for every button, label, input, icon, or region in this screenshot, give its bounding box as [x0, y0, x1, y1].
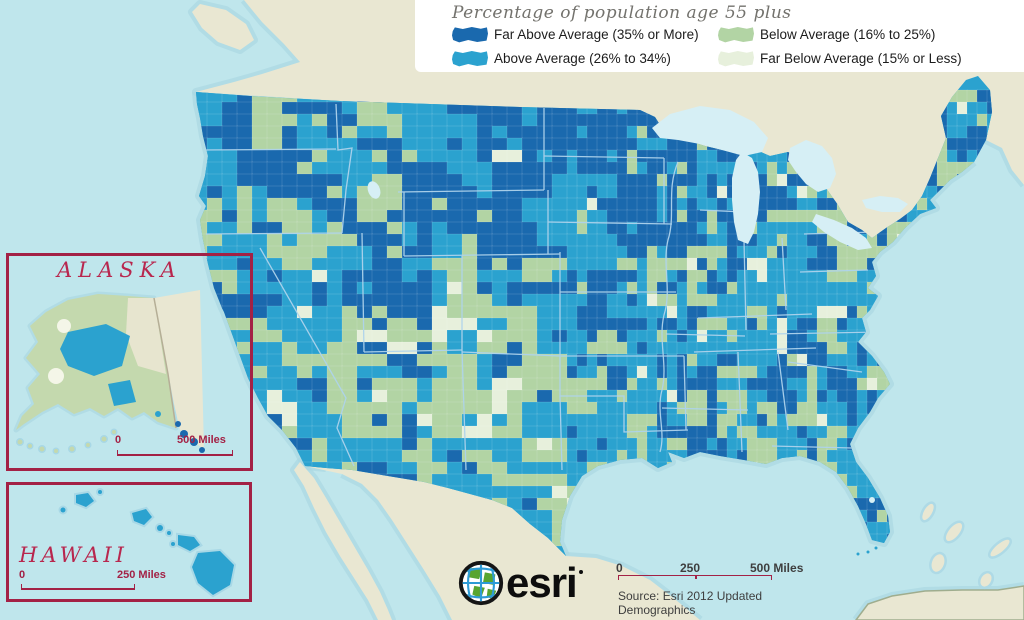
lake-michigan	[732, 152, 760, 244]
florida-keys	[856, 546, 878, 556]
legend-title: Percentage of population age 55 plus	[452, 3, 792, 23]
alaska-scale-start: 0	[115, 434, 122, 446]
hawaii-inset-frame: HAWAII 0 250 Miles	[6, 482, 252, 602]
scale-start: 0	[616, 561, 623, 575]
lake-huron	[788, 140, 836, 192]
esri-logo-text: esri	[506, 559, 578, 606]
hawaii-scale-bar	[21, 584, 135, 590]
vancouver-island	[192, 4, 254, 50]
hawaii-scale-start: 0	[19, 569, 26, 581]
aleutian-islands	[16, 428, 118, 455]
hawaii-inset-title: HAWAII	[19, 543, 128, 567]
far-below-average-swatch	[718, 51, 754, 67]
alaska-inset-map	[13, 290, 205, 455]
lake-erie	[812, 214, 872, 250]
legend-item-label: Far Above Average (35% or More)	[494, 27, 699, 42]
baja-california	[294, 462, 392, 620]
scale-middle: 250	[680, 561, 701, 575]
lake-superior	[652, 106, 768, 156]
scale-bar	[618, 575, 772, 580]
bahamas-islands	[919, 501, 1013, 590]
alaska-inset-title: ALASKA	[57, 258, 182, 282]
below-average-swatch	[718, 27, 754, 43]
alaska-scale-end: 500 Miles	[177, 434, 226, 446]
cuba-land	[855, 585, 1024, 620]
source-text-line2: Demographics	[618, 603, 696, 617]
source-text-line1: Source: Esri 2012 Updated	[618, 589, 763, 603]
far-above-average-swatch	[452, 27, 488, 43]
alaska-scale-bar	[117, 450, 233, 456]
legend-item-label: Far Below Average (15% or Less)	[760, 51, 962, 66]
legend: Percentage of population age 55 plus Far…	[415, 0, 1024, 72]
lake-ontario	[862, 196, 908, 212]
mexico-land	[305, 466, 700, 620]
main-scale-and-source: 0 250 500 Miles Source: Esri 2012 Update…	[612, 558, 862, 620]
lake-okeechobee	[869, 497, 875, 503]
esri-logo: esri	[456, 558, 583, 608]
esri-globe-icon	[458, 560, 504, 606]
scale-end: 500 Miles	[750, 561, 804, 575]
legend-item-label: Below Average (16% to 25%)	[760, 27, 936, 42]
legend-item-label: Above Average (26% to 34%)	[494, 51, 671, 66]
hawaii-scale-end: 250 Miles	[117, 569, 166, 581]
above-average-swatch	[452, 51, 488, 67]
great-salt-lake	[367, 181, 381, 199]
hawaii-inset-map	[58, 488, 237, 598]
great-lakes	[367, 106, 908, 503]
alaska-inset-frame: ALASKA 0 500 Miles	[6, 253, 253, 471]
esri-logo-trademark-dot	[578, 570, 583, 574]
